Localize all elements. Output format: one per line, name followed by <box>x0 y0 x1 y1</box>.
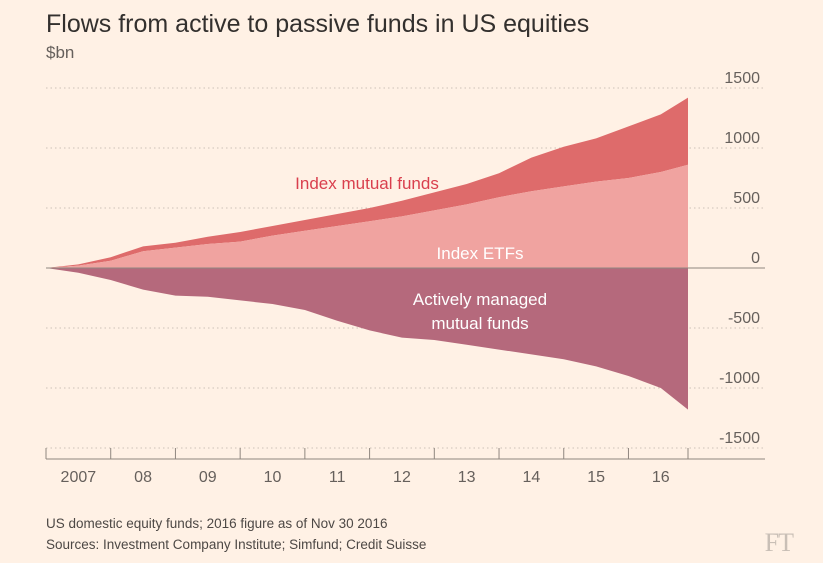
source-note: Sources: Investment Company Institute; S… <box>46 537 427 552</box>
chart-subtitle: $bn <box>46 43 75 62</box>
series-active-funds <box>46 268 688 410</box>
ft-logo: FT <box>764 528 794 557</box>
footnote: US domestic equity funds; 2016 figure as… <box>46 516 388 531</box>
y-tick-label: 1000 <box>724 130 760 147</box>
x-tick-label: 08 <box>134 469 152 486</box>
y-tick-label: -500 <box>728 310 760 327</box>
y-tick-label: 500 <box>733 190 760 207</box>
chart-title: Flows from active to passive funds in US… <box>46 10 590 38</box>
series-index-mutual-funds <box>46 97 688 268</box>
annotation-active-line2: mutual funds <box>431 314 528 333</box>
y-tick-label: 0 <box>751 250 760 267</box>
x-tick-label: 14 <box>522 469 540 486</box>
y-tick-label: 1500 <box>724 70 760 87</box>
x-tick-label: 11 <box>329 469 346 486</box>
x-tick-label: 12 <box>393 469 411 486</box>
x-tick-label: 15 <box>587 469 605 486</box>
x-tick-label: 2007 <box>61 469 97 486</box>
y-tick-label: -1000 <box>719 370 760 387</box>
annotation-active-line1: Actively managed <box>413 290 547 309</box>
y-tick-label: -1500 <box>719 430 760 447</box>
chart-area: 1500 1000 500 0 -500 -1000 -1500 2007 08 09 10 11 12… <box>45 70 765 486</box>
x-tick-label: 13 <box>458 469 476 486</box>
annotation-index-etfs: Index ETFs <box>437 244 524 263</box>
x-tick-label: 09 <box>199 469 217 486</box>
x-tick-label: 10 <box>264 469 282 486</box>
x-tick-label: 16 <box>652 469 670 486</box>
series-index-etfs <box>46 164 688 268</box>
annotation-index-mutual-funds: Index mutual funds <box>295 174 439 193</box>
